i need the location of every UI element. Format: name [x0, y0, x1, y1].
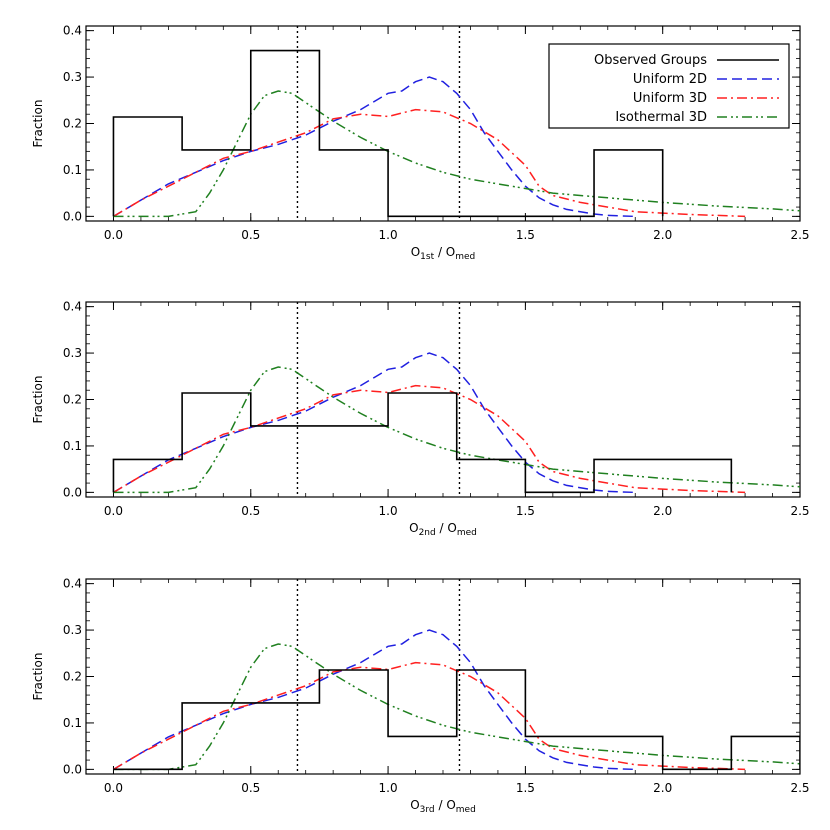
x-axis-title-text: O [411, 245, 420, 259]
x-tick-label: 1.0 [379, 228, 398, 242]
x-axis-title-subscript: med [456, 805, 476, 815]
series-line-isothermal-3d [113, 90, 800, 218]
axes-frame [85, 578, 801, 775]
x-tick-label: 2.0 [653, 504, 672, 518]
x-axis-title-subscript: 2nd [419, 528, 436, 538]
x-axis-title: O3rd / Omed [410, 798, 476, 815]
x-axis-title-text: / O [436, 521, 457, 535]
y-tick-label: 0.0 [63, 209, 82, 223]
y-tick-label: 0.0 [63, 485, 82, 499]
axes-frame [85, 301, 801, 498]
x-tick-label: 1.5 [516, 781, 535, 795]
plot-area [113, 579, 800, 774]
series-line-isothermal-3d [113, 366, 800, 494]
y-tick-label: 0.2 [63, 393, 82, 407]
observed-histogram [113, 669, 800, 771]
x-tick-label: 0.5 [241, 504, 260, 518]
x-axis-title-text: / O [435, 798, 456, 812]
legend-label: Uniform 3D [633, 91, 707, 106]
plot-area [112, 302, 800, 497]
x-tick-label: 2.0 [653, 228, 672, 242]
y-tick-label: 0.2 [63, 670, 82, 684]
x-tick-label: 2.5 [790, 228, 809, 242]
observed-histogram [112, 392, 733, 494]
x-tick-label: 0.0 [104, 781, 123, 795]
legend: Observed Groups Uniform 2D Uniform 3D Isoth… [548, 43, 790, 129]
y-tick-label: 0.4 [63, 300, 82, 314]
panel-middle: 0.0 0.5 1.0 1.5 2.0 2.5 0.0 0.1 0.2 0.3 0.4 Fractio… [31, 300, 810, 538]
x-tick-label: 1.0 [379, 504, 398, 518]
x-axis-title-subscript: med [457, 528, 477, 538]
x-axis-title-subscript: 3rd [420, 805, 435, 815]
observed-histogram [112, 49, 664, 218]
y-tick-label: 0.4 [63, 577, 82, 591]
legend-label: Uniform 2D [633, 72, 707, 87]
x-tick-label: 0.0 [104, 504, 123, 518]
x-tick-label: 1.5 [516, 228, 535, 242]
y-tick-label: 0.1 [63, 716, 82, 730]
series-line-uniform-3d [113, 384, 746, 494]
x-axis-title-subscript: 1st [420, 252, 434, 262]
plot-area [112, 26, 800, 221]
y-tick-label: 0.2 [63, 117, 82, 131]
y-tick-label: 0.3 [63, 70, 82, 84]
x-axis-title: O2nd / Omed [409, 521, 477, 538]
x-tick-label: 1.0 [379, 781, 398, 795]
series-line-isothermal-3d [113, 643, 800, 771]
x-axis-title: O1st / Omed [411, 245, 476, 262]
y-tick-label: 0.0 [63, 762, 82, 776]
x-axis-title-text: O [409, 521, 418, 535]
x-tick-label: 1.5 [516, 504, 535, 518]
y-tick-label: 0.4 [63, 24, 82, 38]
x-tick-label: 2.5 [790, 504, 809, 518]
x-tick-label: 0.5 [241, 781, 260, 795]
x-axis-title-text: O [410, 798, 419, 812]
series-line-uniform-2d [113, 629, 636, 771]
y-axis-title: Fraction [31, 376, 45, 424]
y-tick-label: 0.1 [63, 163, 82, 177]
x-axis-title-text: / O [434, 245, 455, 259]
series-line-uniform-3d [113, 108, 746, 218]
x-tick-label: 0.5 [241, 228, 260, 242]
y-tick-label: 0.3 [63, 623, 82, 637]
legend-label: Isothermal 3D [615, 110, 707, 125]
x-tick-label: 0.0 [104, 228, 123, 242]
panel-bottom: 0.0 0.5 1.0 1.5 2.0 2.5 0.0 0.1 0.2 0.3 0.4 Fractio… [31, 577, 810, 815]
x-tick-label: 2.5 [790, 781, 809, 795]
y-tick-label: 0.3 [63, 346, 82, 360]
x-axis-title-subscript: med [455, 252, 475, 262]
series-line-uniform-3d [113, 661, 746, 771]
series-line-uniform-2d [113, 352, 636, 494]
legend-box [548, 43, 790, 129]
panel-top: 0.0 0.5 1.0 1.5 2.0 2.5 0.0 0.1 0.2 0.3 0.4 Fractio… [31, 24, 810, 262]
x-tick-label: 2.0 [653, 781, 672, 795]
y-tick-label: 0.1 [63, 439, 82, 453]
y-axis-title: Fraction [31, 653, 45, 701]
y-axis-title: Fraction [31, 100, 45, 148]
legend-label: Observed Groups [594, 53, 707, 68]
